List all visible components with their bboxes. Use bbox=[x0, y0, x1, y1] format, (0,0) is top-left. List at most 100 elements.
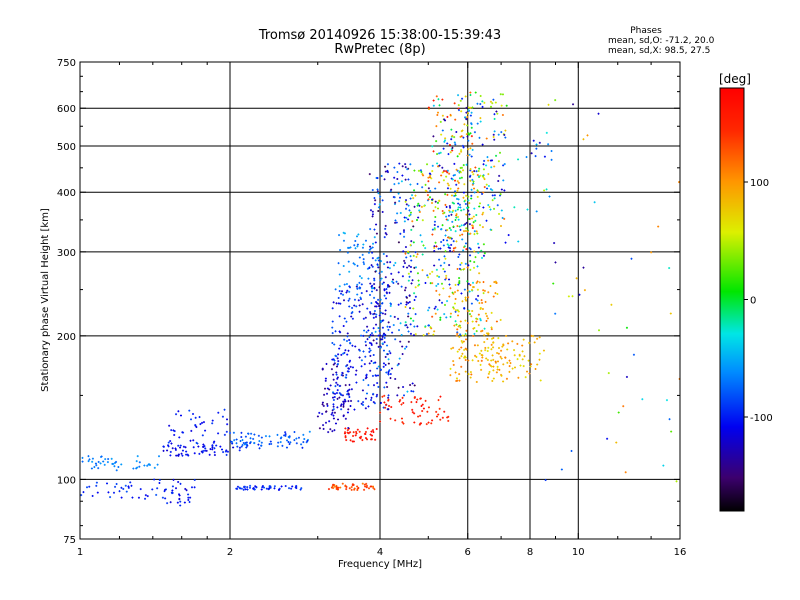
data-point bbox=[372, 339, 375, 342]
data-point bbox=[342, 403, 345, 406]
data-point bbox=[474, 256, 477, 259]
data-point bbox=[401, 275, 404, 278]
data-point bbox=[332, 483, 335, 486]
data-point bbox=[535, 143, 538, 146]
data-point bbox=[372, 384, 375, 387]
data-point bbox=[353, 244, 356, 247]
data-point bbox=[358, 356, 361, 359]
data-point bbox=[454, 310, 457, 313]
data-point bbox=[530, 334, 533, 337]
data-point bbox=[382, 365, 385, 368]
data-point bbox=[504, 241, 507, 244]
colorbar-band bbox=[720, 272, 744, 274]
data-point bbox=[268, 487, 271, 490]
data-point bbox=[399, 232, 402, 235]
data-point bbox=[468, 217, 471, 220]
data-point bbox=[438, 293, 441, 296]
data-point bbox=[365, 484, 368, 487]
data-point bbox=[351, 484, 354, 487]
data-point bbox=[143, 464, 146, 467]
colorbar-band bbox=[720, 195, 744, 197]
colorbar-band bbox=[720, 504, 744, 506]
data-point bbox=[438, 407, 441, 410]
data-point bbox=[473, 266, 476, 269]
colorbar-band bbox=[720, 301, 744, 303]
data-point bbox=[400, 334, 403, 337]
data-point bbox=[417, 216, 420, 219]
data-point bbox=[468, 153, 471, 156]
data-point bbox=[378, 203, 381, 206]
data-point bbox=[506, 361, 509, 364]
data-point bbox=[405, 216, 408, 219]
colorbar-band bbox=[720, 293, 744, 295]
data-point bbox=[516, 358, 519, 361]
data-point bbox=[451, 201, 454, 204]
data-point bbox=[257, 443, 260, 446]
data-point bbox=[138, 461, 141, 464]
colorbar-band bbox=[720, 350, 744, 352]
data-point bbox=[377, 256, 380, 259]
colorbar-band bbox=[720, 351, 744, 353]
colorbar-band bbox=[720, 314, 744, 316]
data-point bbox=[449, 206, 452, 209]
data-point bbox=[360, 277, 363, 280]
data-point bbox=[483, 178, 486, 181]
data-point bbox=[249, 442, 252, 445]
colorbar-band bbox=[720, 308, 744, 310]
data-point bbox=[475, 230, 478, 233]
data-point bbox=[465, 299, 468, 302]
data-point bbox=[297, 436, 300, 439]
data-point bbox=[490, 359, 493, 362]
data-point bbox=[209, 448, 212, 451]
data-point bbox=[446, 243, 449, 246]
data-point bbox=[260, 488, 263, 491]
data-point bbox=[445, 215, 448, 218]
data-point bbox=[469, 254, 472, 257]
data-point bbox=[435, 268, 438, 271]
data-point bbox=[481, 301, 484, 304]
data-point bbox=[365, 376, 368, 379]
colorbar-band bbox=[720, 315, 744, 317]
data-point bbox=[178, 494, 181, 497]
data-point bbox=[446, 142, 449, 145]
data-point bbox=[377, 266, 380, 269]
colorbar-band bbox=[720, 490, 744, 492]
data-point bbox=[90, 467, 93, 470]
data-point bbox=[488, 370, 491, 373]
data-point bbox=[379, 411, 382, 414]
colorbar-band bbox=[720, 112, 744, 114]
colorbar-band bbox=[720, 431, 744, 433]
data-point bbox=[148, 463, 151, 466]
data-point bbox=[435, 289, 438, 292]
data-point bbox=[356, 235, 359, 238]
data-point bbox=[476, 195, 479, 198]
data-point bbox=[373, 488, 376, 491]
data-point bbox=[432, 333, 435, 336]
data-point bbox=[273, 485, 276, 488]
colorbar-band bbox=[720, 289, 744, 291]
data-point bbox=[465, 338, 468, 341]
colorbar-band bbox=[720, 378, 744, 380]
data-point bbox=[394, 201, 397, 204]
data-point bbox=[335, 373, 338, 376]
data-point bbox=[465, 133, 468, 136]
data-point bbox=[253, 442, 256, 445]
data-point bbox=[547, 103, 550, 106]
data-point bbox=[476, 288, 479, 291]
data-point bbox=[361, 246, 364, 249]
data-point bbox=[483, 327, 486, 330]
data-point bbox=[428, 176, 431, 179]
colorbar-band bbox=[720, 150, 744, 152]
data-point bbox=[366, 325, 369, 328]
data-point bbox=[435, 125, 438, 128]
data-point bbox=[219, 445, 222, 448]
data-point bbox=[468, 309, 471, 312]
data-point bbox=[459, 326, 462, 329]
colorbar-band bbox=[720, 244, 744, 246]
data-point bbox=[348, 290, 351, 293]
colorbar-band bbox=[720, 450, 744, 452]
data-point bbox=[405, 199, 408, 202]
data-point bbox=[249, 484, 252, 487]
colorbar-band bbox=[720, 144, 744, 146]
